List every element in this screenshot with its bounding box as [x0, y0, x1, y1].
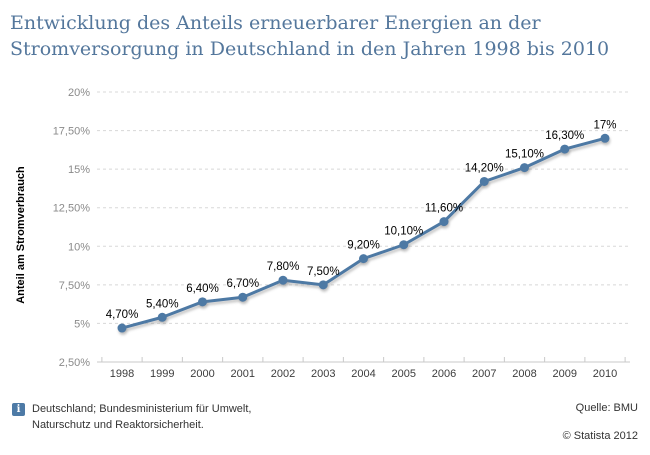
svg-text:Anteil am Stromverbrauch: Anteil am Stromverbrauch	[15, 166, 27, 304]
svg-text:5,40%: 5,40%	[146, 298, 179, 310]
svg-text:1998: 1998	[110, 368, 134, 380]
svg-text:9,20%: 9,20%	[347, 240, 380, 252]
svg-text:14,20%: 14,20%	[465, 162, 504, 174]
svg-text:2001: 2001	[231, 368, 255, 380]
svg-text:6,70%: 6,70%	[226, 278, 259, 290]
footnote-line-1: Deutschland; Bundesministerium für Umwel…	[32, 403, 252, 415]
svg-text:11,60%: 11,60%	[425, 203, 463, 215]
svg-text:10,10%: 10,10%	[384, 226, 423, 238]
svg-text:2002: 2002	[271, 368, 295, 380]
svg-text:7,50%: 7,50%	[59, 280, 90, 292]
svg-text:4,70%: 4,70%	[106, 309, 139, 321]
svg-text:17,50%: 17,50%	[53, 126, 91, 138]
line-chart: 2,50% 5% 7,50% 10% 12,50% 15% 17,50% 20% 1998 199…	[0, 85, 650, 385]
chart-render-root: 2,50% 5% 7,50% 10% 12,50% 15% 17,50% 20% 1998 199…	[15, 87, 630, 380]
svg-text:2004: 2004	[351, 368, 375, 380]
svg-text:6,40%: 6,40%	[186, 283, 219, 295]
chart-title-line-2: Stromversorgung in Deutschland in den Ja…	[10, 38, 610, 60]
svg-text:2003: 2003	[311, 368, 335, 380]
svg-text:2009: 2009	[553, 368, 577, 380]
svg-text:2005: 2005	[392, 368, 416, 380]
chart-title: Entwicklung des Anteils erneuerbarer Ene…	[10, 10, 640, 62]
svg-text:7,50%: 7,50%	[307, 266, 340, 278]
svg-text:2006: 2006	[432, 368, 456, 380]
svg-text:2007: 2007	[472, 368, 496, 380]
footnote: Deutschland; Bundesministerium für Umwel…	[32, 401, 412, 433]
footnote-line-2: Naturschutz und Reaktorsicherheit.	[32, 419, 204, 431]
svg-text:12,50%: 12,50%	[53, 203, 91, 215]
svg-text:10%: 10%	[68, 241, 90, 253]
source-label: Quelle: BMU	[575, 402, 638, 414]
copyright-label: © Statista 2012	[562, 430, 638, 442]
svg-text:15,10%: 15,10%	[505, 149, 544, 161]
svg-text:7,80%: 7,80%	[267, 261, 300, 273]
svg-text:16,30%: 16,30%	[545, 130, 584, 142]
svg-text:2008: 2008	[512, 368, 536, 380]
info-icon[interactable]: i	[12, 403, 25, 416]
svg-text:5%: 5%	[74, 318, 90, 330]
svg-text:2010: 2010	[593, 368, 617, 380]
chart-title-line-1: Entwicklung des Anteils erneuerbarer Ene…	[10, 12, 541, 34]
svg-text:17%: 17%	[593, 119, 616, 131]
svg-text:20%: 20%	[68, 87, 90, 99]
svg-text:2000: 2000	[190, 368, 214, 380]
svg-text:15%: 15%	[68, 164, 90, 176]
line-chart-svg: 2,50% 5% 7,50% 10% 12,50% 15% 17,50% 20% 1998 199…	[15, 87, 630, 380]
svg-text:2,50%: 2,50%	[59, 357, 90, 369]
svg-text:1999: 1999	[150, 368, 174, 380]
